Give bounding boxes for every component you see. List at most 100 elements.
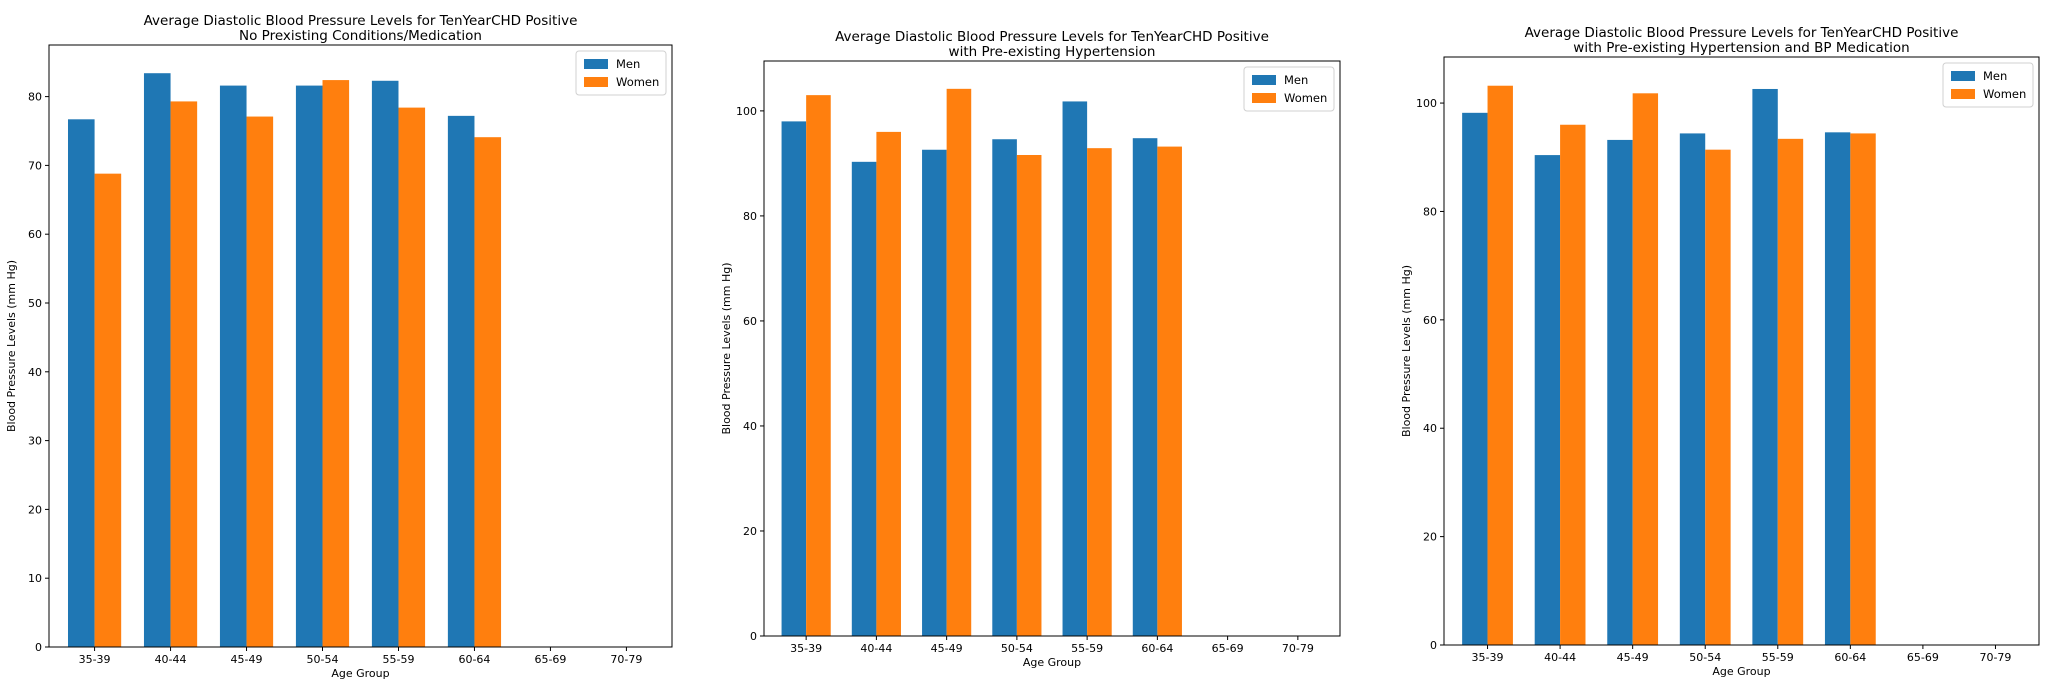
- chart-subtitle: with Pre-existing Hypertension and BP Me…: [1573, 40, 1909, 56]
- legend-swatch-men: [584, 59, 608, 69]
- y-tick-label: 40: [1423, 422, 1437, 435]
- legend-swatch-women: [1252, 93, 1276, 103]
- bar-men-50-54: [992, 139, 1017, 636]
- bar-women-50-54: [322, 80, 350, 647]
- bar-women-40-44: [876, 131, 901, 636]
- legend-swatch-men: [1252, 75, 1276, 85]
- y-tick-label: 50: [28, 297, 42, 310]
- bar-women-40-44: [170, 101, 198, 647]
- bar-men-60-64: [1132, 138, 1158, 637]
- x-tick-label: 45-49: [1617, 651, 1649, 664]
- legend-label-women: Women: [1284, 91, 1327, 105]
- bar-women-60-64: [474, 137, 502, 647]
- legend-label-men: Men: [616, 57, 640, 71]
- x-tick-label: 70-79: [1979, 651, 2011, 664]
- x-tick-label: 60-64: [458, 653, 490, 666]
- y-tick-label: 60: [743, 315, 757, 328]
- bar-men-60-64: [447, 115, 475, 647]
- y-tick-label: 20: [28, 503, 42, 516]
- legend: Men Women: [1942, 62, 2034, 108]
- y-tick-label: 20: [743, 525, 757, 538]
- bar-women-35-39: [806, 95, 831, 636]
- bar-men-55-59: [1752, 88, 1778, 646]
- bar-women-50-54: [1016, 154, 1042, 637]
- x-tick-label: 45-49: [931, 642, 963, 655]
- y-tick-label: 80: [743, 210, 757, 223]
- y-tick-label: 0: [35, 641, 42, 654]
- bar-men-35-39: [781, 121, 807, 637]
- chart-panel-2: 0 20 40 60 80 100 35-39 40-44 45-49 50-54 55-59 60-…: [720, 29, 1341, 669]
- legend: Men Women: [1243, 66, 1335, 112]
- legend-swatch-women: [1951, 89, 1975, 99]
- legend-swatch-women: [584, 77, 608, 87]
- y-tick-label: 60: [1423, 314, 1437, 327]
- y-tick-label: 20: [1423, 531, 1437, 544]
- y-axis-label: Blood Pressure Levels (mm Hg): [5, 260, 18, 432]
- bar-women-50-54: [1705, 149, 1731, 646]
- bar-men-60-64: [1824, 132, 1851, 645]
- x-tick-label: 50-54: [307, 653, 339, 666]
- bar-men-35-39: [1462, 112, 1488, 646]
- bar-women-60-64: [1850, 133, 1876, 645]
- y-tick-label: 70: [28, 159, 42, 172]
- x-tick-label: 40-44: [1544, 651, 1576, 664]
- chart-subtitle: No Prexisting Conditions/Medication: [239, 28, 482, 44]
- y-tick-label: 100: [1416, 97, 1437, 110]
- x-axis-label: Age Group: [331, 667, 389, 680]
- x-tick-label: 60-64: [1834, 651, 1866, 664]
- bar-women-55-59: [398, 107, 426, 647]
- legend-label-women: Women: [616, 75, 659, 89]
- x-tick-label: 55-59: [1762, 651, 1794, 664]
- bar-men-45-49: [219, 85, 247, 648]
- x-axis-label: Age Group: [1023, 656, 1081, 669]
- y-tick-label: 0: [1430, 639, 1437, 652]
- bar-women-35-39: [1487, 85, 1513, 645]
- chart-title: Average Diastolic Blood Pressure Levels …: [144, 13, 578, 29]
- y-tick-label: 60: [28, 228, 42, 241]
- bar-men-45-49: [922, 149, 947, 636]
- chart-subtitle: with Pre-existing Hypertension: [949, 44, 1156, 60]
- bar-men-55-59: [371, 80, 399, 647]
- legend-swatch-men: [1951, 71, 1975, 81]
- x-tick-label: 70-79: [610, 653, 642, 666]
- y-tick-label: 100: [736, 105, 757, 118]
- x-tick-label: 50-54: [1689, 651, 1721, 664]
- bar-men-35-39: [67, 119, 95, 647]
- x-tick-label: 65-69: [534, 653, 566, 666]
- x-tick-label: 40-44: [860, 642, 892, 655]
- x-tick-label: 35-39: [1472, 651, 1504, 664]
- bar-women-45-49: [946, 88, 972, 636]
- chart-panel-1: 0 10 20 30 40 50 60 70 80 35-39 40-44 45-49 50-54 55-…: [5, 13, 673, 680]
- x-tick-label: 65-69: [1907, 651, 1939, 664]
- y-tick-label: 40: [28, 366, 42, 379]
- chart-title: Average Diastolic Blood Pressure Levels …: [835, 29, 1269, 45]
- bar-women-40-44: [1560, 124, 1586, 645]
- y-tick-label: 10: [28, 572, 42, 585]
- chart-panel-3: 0 20 40 60 80 100 35-39 40-44 45-49 50-54 55-59 60-…: [1400, 25, 2040, 678]
- y-axis-label: Blood Pressure Levels (mm Hg): [720, 262, 733, 434]
- y-tick-label: 0: [750, 630, 757, 643]
- bar-women-45-49: [246, 116, 274, 647]
- bar-men-40-44: [851, 161, 877, 637]
- legend-label-women: Women: [1983, 87, 2026, 101]
- x-tick-label: 70-79: [1282, 642, 1314, 655]
- bar-women-60-64: [1157, 146, 1182, 636]
- axes-frame: [48, 44, 673, 648]
- x-tick-label: 35-39: [79, 653, 111, 666]
- x-tick-label: 50-54: [1001, 642, 1033, 655]
- bar-men-45-49: [1607, 139, 1633, 645]
- x-tick-label: 35-39: [790, 642, 822, 655]
- y-tick-label: 30: [28, 435, 42, 448]
- legend: Men Women: [575, 50, 667, 96]
- bar-men-40-44: [1534, 155, 1561, 645]
- x-tick-label: 55-59: [383, 653, 415, 666]
- x-tick-label: 55-59: [1071, 642, 1103, 655]
- axes-frame: [1443, 56, 2040, 646]
- x-tick-label: 45-49: [231, 653, 263, 666]
- y-tick-label: 80: [28, 91, 42, 104]
- bar-men-55-59: [1062, 101, 1088, 637]
- bar-women-55-59: [1087, 148, 1112, 636]
- bar-men-50-54: [295, 85, 323, 648]
- bar-men-50-54: [1679, 133, 1706, 645]
